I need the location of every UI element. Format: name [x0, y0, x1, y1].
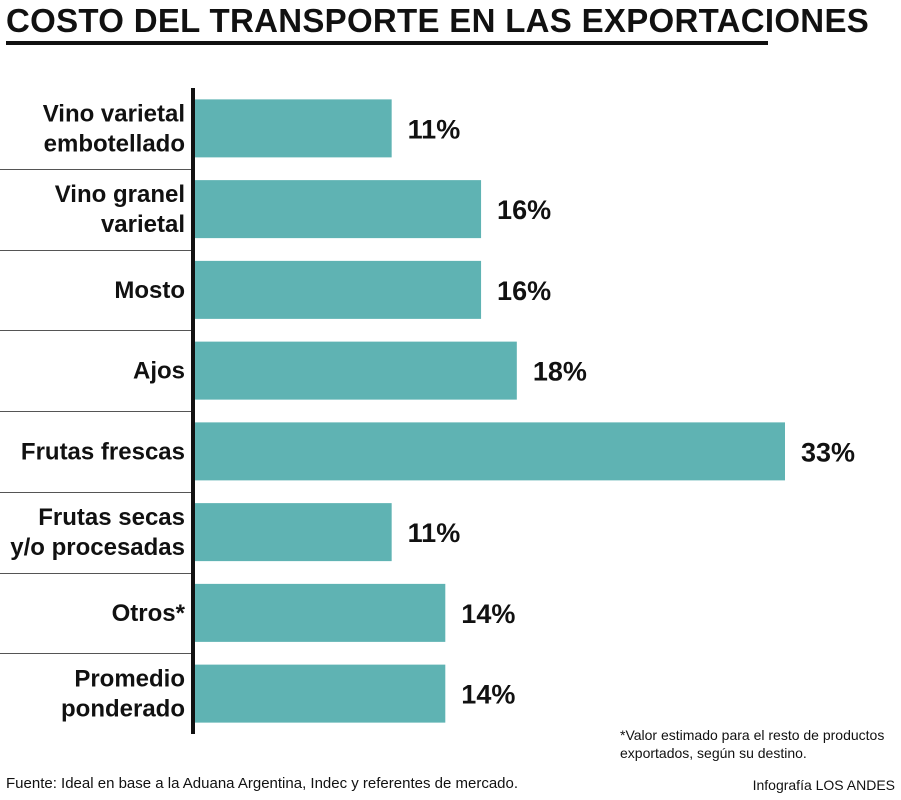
- title-underline: [6, 41, 768, 45]
- data-label: 16%: [497, 195, 551, 225]
- data-label: 33%: [801, 437, 855, 467]
- category-label: Otros*: [112, 600, 186, 627]
- data-label: 16%: [497, 276, 551, 306]
- data-label: 14%: [461, 680, 515, 710]
- bar: [195, 583, 446, 642]
- category-label: Vino varietal embotellado: [43, 100, 185, 157]
- chart-title: COSTO DEL TRANSPORTE EN LAS EXPORTACIONE…: [6, 2, 870, 39]
- category-label: Frutas frescas: [21, 438, 185, 465]
- bar: [195, 422, 785, 481]
- bar-chart: 11% Vino varietal embotellado 16% Vino grane…: [0, 88, 855, 734]
- data-label: 11%: [408, 518, 461, 548]
- bar: [195, 99, 392, 158]
- bar: [195, 341, 517, 400]
- data-label: 14%: [461, 599, 515, 629]
- bar: [195, 664, 446, 723]
- data-label: 11%: [408, 114, 461, 144]
- category-label: Mosto: [114, 277, 185, 304]
- category-label: Frutas secas y/o procesadas: [10, 504, 185, 561]
- footnote: *Valor estimado para el resto de product…: [620, 727, 885, 761]
- bar: [195, 260, 482, 319]
- source-note: Fuente: Ideal en base a la Aduana Argent…: [6, 775, 519, 792]
- category-label: Vino granel varietal: [55, 181, 185, 238]
- bar: [195, 180, 482, 239]
- category-label: Ajos: [133, 358, 185, 385]
- bar: [195, 503, 392, 562]
- credit-note: Infografía LOS ANDES: [752, 777, 895, 793]
- category-label: Promedio ponderado: [61, 666, 185, 723]
- data-label: 18%: [533, 357, 587, 387]
